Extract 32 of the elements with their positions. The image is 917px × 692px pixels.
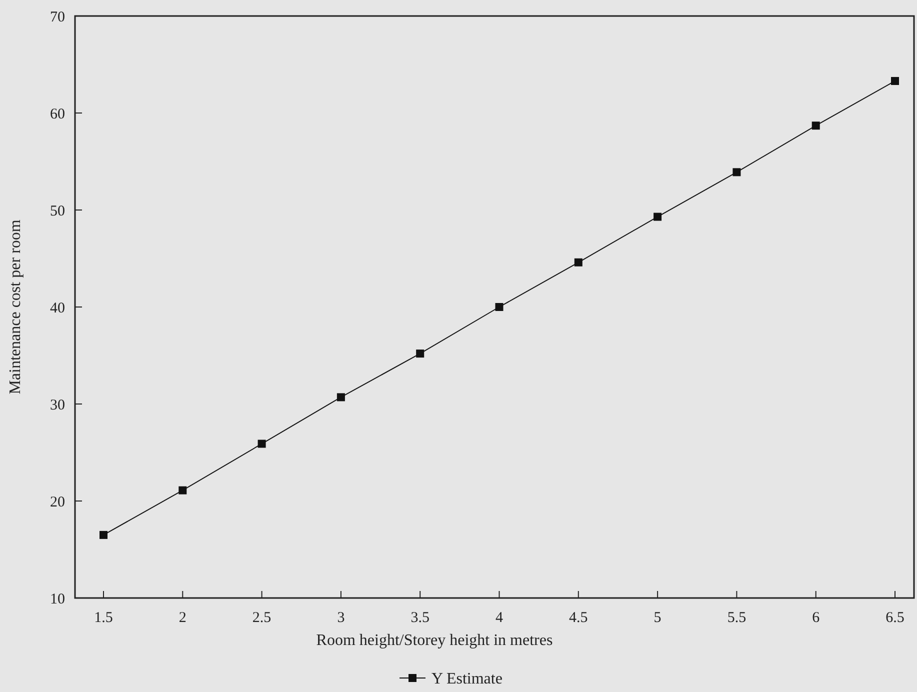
x-tick-label: 2 [178,610,186,626]
point [178,486,187,494]
point [812,122,820,130]
x-tick-label: 2.5 [252,610,272,626]
x-tick-label: 5 [654,610,662,626]
x-tick-label: 5.5 [727,610,746,626]
point [416,350,424,358]
y-tick-label: 30 [50,397,65,414]
y-tick-label: 50 [50,203,65,220]
point [732,168,741,176]
x-tick-label: 4 [496,610,504,626]
point [891,76,900,85]
x-tick-label: 3.5 [410,610,430,626]
x-tick-label: 3 [337,610,345,626]
y-tick-label: 20 [50,494,65,510]
legend-label: Y Estimate [432,670,502,688]
y-tick-label: 60 [50,106,65,122]
point [99,530,108,539]
x-tick-label: 6 [812,610,820,626]
point [574,258,582,266]
y-tick-label: 10 [50,591,65,608]
point [495,303,504,311]
point [654,212,662,221]
y-tick-label: 40 [50,300,65,316]
point [258,440,266,448]
y-tick-label: 70 [50,9,65,26]
x-tick-label: 1.5 [94,610,113,626]
x-tick-label: 4.5 [569,610,588,626]
point [336,393,345,402]
x-tick-label: 6.5 [886,610,904,626]
y-axis-title: Maintenance cost per room [7,219,24,394]
x-axis-title: Room height/Storey height in metres [316,632,553,649]
